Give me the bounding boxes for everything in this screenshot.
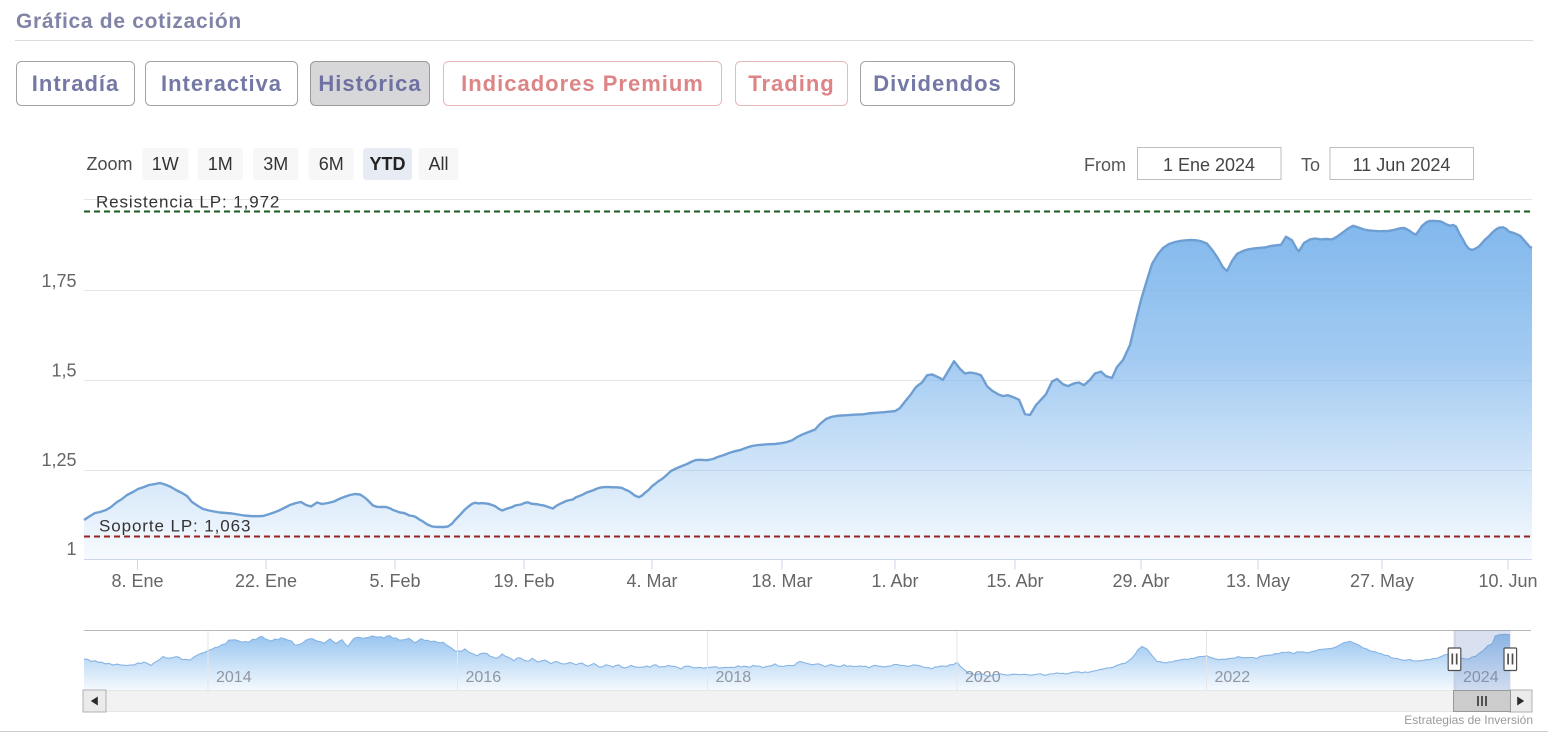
svg-text:To: To	[1301, 155, 1320, 175]
svg-text:2020: 2020	[965, 669, 1001, 686]
svg-text:Gráfica de cotización: Gráfica de cotización	[16, 10, 242, 33]
svg-text:2024: 2024	[1463, 669, 1499, 686]
svg-text:1: 1	[66, 539, 76, 559]
svg-text:Zoom: Zoom	[87, 154, 133, 174]
svg-text:18. Mar: 18. Mar	[751, 571, 812, 591]
svg-text:From: From	[1084, 155, 1126, 175]
svg-text:13. May: 13. May	[1226, 571, 1290, 591]
svg-text:All: All	[428, 154, 448, 174]
svg-text:Trading: Trading	[748, 71, 834, 96]
svg-text:2016: 2016	[466, 669, 502, 686]
svg-text:4. Mar: 4. Mar	[626, 571, 677, 591]
svg-text:2014: 2014	[216, 669, 252, 686]
svg-text:Interactiva: Interactiva	[161, 71, 282, 96]
svg-text:29. Abr: 29. Abr	[1112, 571, 1169, 591]
svg-text:Resistencia LP: 1,972: Resistencia LP: 1,972	[96, 193, 280, 212]
svg-text:8. Ene: 8. Ene	[111, 571, 163, 591]
svg-text:6M: 6M	[319, 154, 344, 174]
svg-text:5. Feb: 5. Feb	[369, 571, 420, 591]
svg-text:10. Jun: 10. Jun	[1478, 571, 1537, 591]
svg-text:27. May: 27. May	[1350, 571, 1414, 591]
svg-text:15. Abr: 15. Abr	[986, 571, 1043, 591]
svg-text:Histórica: Histórica	[318, 71, 421, 96]
svg-text:Soporte LP: 1,063: Soporte LP: 1,063	[99, 517, 251, 536]
svg-text:1,25: 1,25	[41, 450, 76, 470]
svg-text:YTD: YTD	[370, 154, 406, 174]
svg-text:22. Ene: 22. Ene	[235, 571, 297, 591]
svg-text:1W: 1W	[152, 154, 179, 174]
svg-text:1. Abr: 1. Abr	[871, 571, 918, 591]
svg-text:Intradía: Intradía	[32, 71, 119, 96]
svg-text:11 Jun 2024: 11 Jun 2024	[1353, 155, 1451, 175]
svg-text:Estrategias de Inversión: Estrategias de Inversión	[1404, 713, 1533, 727]
svg-text:3M: 3M	[263, 154, 288, 174]
svg-text:Dividendos: Dividendos	[873, 71, 1002, 96]
svg-text:1,75: 1,75	[41, 271, 76, 291]
svg-text:2022: 2022	[1215, 669, 1251, 686]
svg-text:1M: 1M	[208, 154, 233, 174]
svg-text:2018: 2018	[716, 669, 752, 686]
svg-text:1,5: 1,5	[51, 361, 76, 381]
svg-text:Indicadores Premium: Indicadores Premium	[461, 71, 704, 96]
svg-text:1 Ene 2024: 1 Ene 2024	[1163, 155, 1255, 175]
svg-text:19. Feb: 19. Feb	[493, 571, 554, 591]
